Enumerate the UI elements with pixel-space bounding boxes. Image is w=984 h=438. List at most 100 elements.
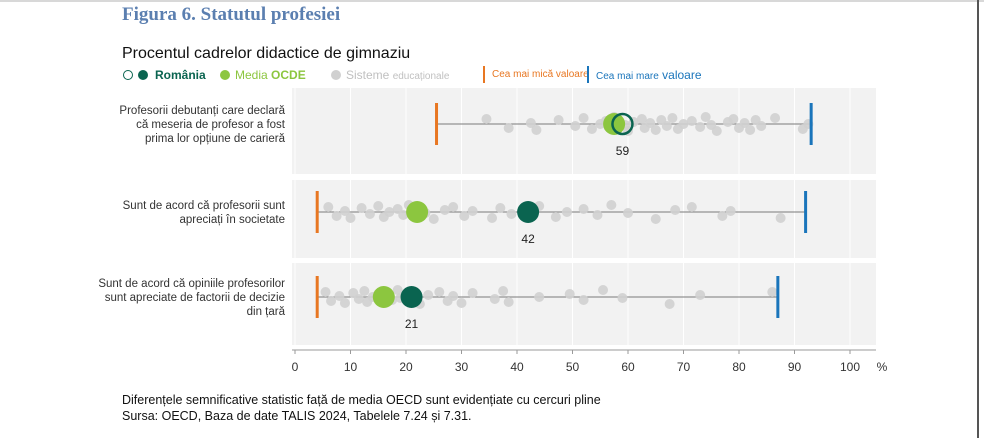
x-tick-label-50: 50 [566, 360, 580, 374]
legend-max-label: Cea mai mare valoare [596, 66, 702, 86]
row-2-max-marker [804, 191, 808, 233]
legend-romania-hollow-marker [123, 70, 133, 80]
row-3-system-point [598, 285, 609, 295]
row-1-system-point [695, 122, 706, 132]
row-2-system-point [373, 201, 384, 211]
row-1-system-point [711, 126, 722, 136]
row-1-romania-point [611, 112, 634, 136]
row-3-system-point [695, 290, 706, 300]
row-1-system-point [578, 113, 589, 123]
row-2-system-point [578, 204, 589, 214]
x-tick-label-0: 0 [292, 360, 299, 374]
row-2-system-point [459, 211, 470, 221]
row-1-system-point [661, 121, 672, 131]
row-3-romania-value-label: 21 [405, 317, 419, 331]
row-3-system-point [434, 287, 445, 297]
row-2-system-point [550, 212, 561, 222]
row-band-1 [292, 88, 876, 174]
row-1-system-point [745, 125, 756, 135]
legend-oecd-bold: OCDE [271, 68, 306, 82]
row-2-system-point [364, 209, 375, 219]
row-2-label-line-1: Sunt de acord că profesorii sunt [123, 200, 286, 212]
row-1-system-point [667, 113, 678, 123]
row-1-label-line-2: că meseria de profesor a fost [136, 119, 286, 131]
row-3-system-point [359, 286, 370, 296]
row-1-system-point [503, 123, 514, 133]
legend-systems-label: Sisteme educaționale [346, 66, 449, 86]
x-tick-label-100: 100 [840, 360, 860, 374]
row-1-system-point [650, 125, 661, 135]
x-tick-label-40: 40 [510, 360, 524, 374]
legend-romania-filled-marker [138, 70, 148, 80]
row-3-system-point [578, 295, 589, 305]
row-3-label-line-1: Sunt de acord că opiniile profesorilor [98, 278, 285, 290]
row-3-system-point [456, 298, 467, 308]
row-2-system-point [439, 205, 450, 215]
row-3-romania-point [400, 286, 423, 308]
row-1-system-point [756, 121, 767, 131]
row-3-label-line-3: din țară [247, 306, 286, 318]
row-1-label-line-3: prima lor opțiune de carieră [145, 133, 286, 145]
legend-min-label: Cea mai mică valoare [492, 69, 589, 80]
legend-max-prefix: Cea mai mare [596, 71, 659, 82]
row-1-system-point [686, 116, 697, 126]
x-tick-label-90: 90 [788, 360, 802, 374]
row-2-system-point [650, 214, 661, 224]
row-2-system-point [345, 213, 356, 223]
x-tick-label-10: 10 [344, 360, 358, 374]
row-3-system-point [320, 287, 331, 297]
row-3-system-point [617, 293, 628, 303]
row-2-system-point [398, 210, 409, 220]
row-2-system-point [725, 206, 736, 216]
row-1-system-point [481, 114, 492, 124]
x-tick-label-60: 60 [621, 360, 635, 374]
legend-oecd-marker [220, 70, 230, 80]
row-2-system-point [592, 210, 603, 220]
row-2-system-point [467, 206, 478, 216]
row-1-max-marker [809, 103, 813, 145]
x-unit-label: % [877, 360, 888, 374]
row-2-system-point [775, 213, 786, 223]
x-tick-label-30: 30 [455, 360, 469, 374]
legend-max-suffix: valoare [662, 68, 702, 82]
row-2-system-point [670, 205, 681, 215]
legend-oecd-label: Media OCDE [235, 66, 306, 84]
legend-max-marker [587, 66, 589, 83]
row-3-system-point [326, 296, 337, 306]
x-tick-label-80: 80 [732, 360, 746, 374]
row-2-system-point [339, 206, 350, 216]
row-1-system-point [525, 118, 536, 128]
row-3-system-point [767, 287, 778, 297]
legend-min-marker [483, 66, 485, 83]
row-3-system-point [564, 289, 575, 299]
row-2-system-point [487, 213, 498, 223]
chart-title: Procentul cadrelor didactice de gimnaziu [122, 45, 411, 62]
legend-romania-label: România [155, 68, 206, 82]
row-2-system-point [506, 209, 517, 219]
legend-systems-small: educaționale [392, 71, 450, 82]
row-3-oecd-average-point [372, 286, 395, 308]
row-1-oecd-average-point [603, 113, 626, 135]
row-2-system-point [448, 202, 459, 212]
x-tick-label-20: 20 [399, 360, 413, 374]
row-1-system-point [739, 118, 750, 128]
row-3-system-point [489, 294, 500, 304]
row-3-system-point [448, 291, 459, 301]
row-2-romania-value-label: 42 [521, 232, 535, 246]
row-3-system-point [664, 299, 675, 309]
row-3-system-point [498, 286, 509, 296]
row-2-system-point [561, 207, 572, 217]
row-1-system-point [636, 114, 647, 124]
row-2-system-point [384, 207, 395, 217]
row-2-system-point [428, 214, 439, 224]
top-border [0, 0, 984, 2]
row-2-system-point [623, 208, 633, 218]
row-1-system-point [586, 124, 597, 134]
row-1-label-line-1: Profesorii debutanți care declară [119, 105, 285, 117]
row-3-system-point [353, 294, 364, 304]
page-edge-line [977, 0, 979, 438]
row-3-system-point [339, 298, 350, 308]
row-1-system-point [531, 125, 542, 135]
footnote-significance: Diferențele semnificative statistic față… [122, 393, 601, 407]
row-3-min-marker [315, 276, 319, 318]
